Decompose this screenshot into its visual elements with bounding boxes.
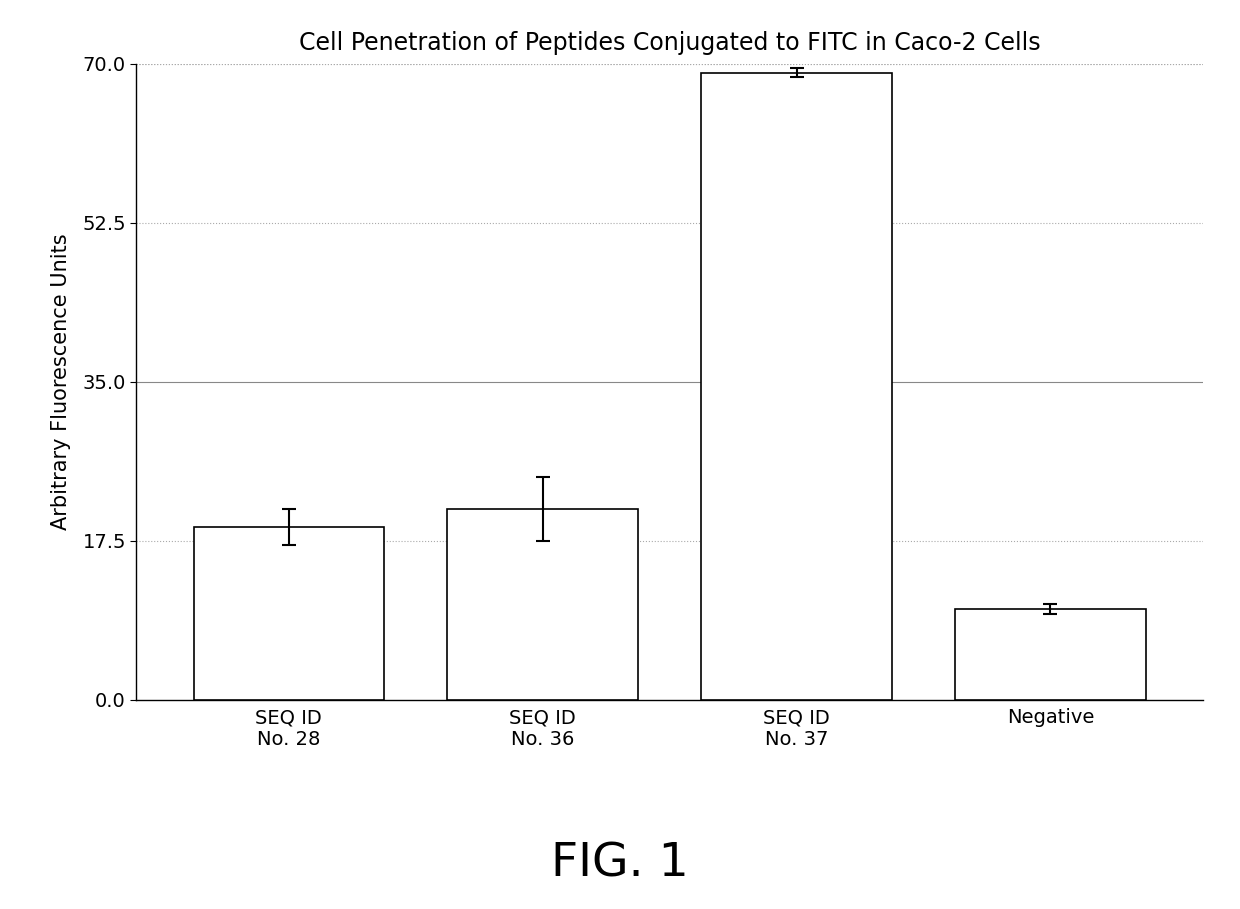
Bar	[702, 73, 892, 700]
Bar	[193, 527, 384, 700]
Title: Cell Penetration of Peptides Conjugated to FITC in Caco-2 Cells: Cell Penetration of Peptides Conjugated …	[299, 31, 1040, 55]
Bar	[448, 509, 637, 700]
Bar	[955, 609, 1146, 700]
Y-axis label: Arbitrary Fluorescence Units: Arbitrary Fluorescence Units	[51, 234, 71, 530]
Text: FIG. 1: FIG. 1	[551, 841, 689, 886]
